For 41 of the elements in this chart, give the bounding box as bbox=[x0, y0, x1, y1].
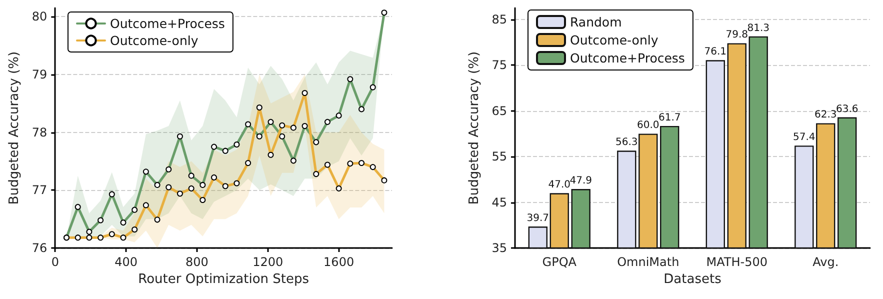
data-label: 56.3 bbox=[616, 137, 638, 148]
legend-label: Outcome-only bbox=[570, 32, 659, 48]
data-label: 39.7 bbox=[526, 213, 550, 224]
data-label: 47.0 bbox=[548, 180, 571, 191]
y-tick-label: 75 bbox=[492, 58, 507, 72]
x-tick-label: 400 bbox=[114, 255, 138, 269]
data-label: 62.3 bbox=[814, 110, 837, 121]
x-tick-label: GPQA bbox=[542, 255, 578, 269]
y-axis-title: Budgeted Accuracy (%) bbox=[7, 51, 22, 205]
x-axis-title: Datasets bbox=[664, 272, 722, 287]
y-tick-label: 79 bbox=[32, 68, 48, 82]
y-axis-title: Budgeted Accuracy (%) bbox=[466, 51, 482, 205]
y-tick-label: 65 bbox=[492, 104, 507, 118]
x-tick-label: 800 bbox=[186, 255, 208, 269]
x-tick-label: 1600 bbox=[324, 255, 354, 269]
data-label: 57.4 bbox=[793, 132, 816, 144]
data-label: 61.7 bbox=[658, 112, 681, 124]
legend-label: Outcome+Process bbox=[570, 50, 685, 66]
x-tick-label: 0 bbox=[51, 255, 59, 269]
data-label: 76.1 bbox=[704, 46, 727, 58]
legend-label: Outcome+Process bbox=[110, 16, 225, 31]
data-label: 81.3 bbox=[747, 22, 770, 34]
x-tick-label: OmniMath bbox=[617, 255, 680, 269]
y-tick-label: 55 bbox=[492, 150, 507, 164]
data-label: 47.9 bbox=[570, 176, 592, 187]
y-tick-label: 78 bbox=[32, 125, 48, 140]
y-tick-label: 80 bbox=[32, 10, 48, 24]
x-tick-label: 1200 bbox=[252, 255, 284, 269]
legend-label: Random bbox=[570, 14, 622, 30]
data-label: 63.6 bbox=[836, 104, 858, 115]
y-tick-label: 85 bbox=[492, 12, 507, 26]
x-tick-label: MATH-500 bbox=[706, 255, 768, 269]
data-label: 60.0 bbox=[636, 120, 660, 132]
y-tick-label: 76 bbox=[32, 241, 48, 255]
y-tick-label: 45 bbox=[492, 195, 507, 210]
y-tick-label: 35 bbox=[492, 241, 507, 255]
legend-label: Outcome-only bbox=[110, 33, 199, 48]
data-label: 79.8 bbox=[726, 30, 748, 41]
x-tick-label: Avg. bbox=[812, 255, 839, 269]
x-axis-title: Router Optimization Steps bbox=[138, 272, 310, 287]
y-tick-label: 77 bbox=[32, 183, 48, 198]
